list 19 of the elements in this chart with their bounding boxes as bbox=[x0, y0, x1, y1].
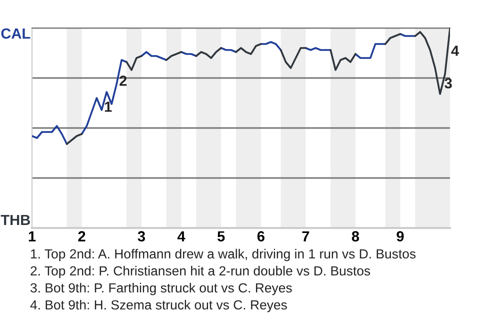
text: CAL bbox=[1, 28, 30, 39]
x-tick-label: 8 bbox=[352, 231, 360, 242]
x-tick-label: 6 bbox=[257, 231, 264, 242]
x-tick-label: 2 bbox=[78, 231, 86, 242]
x-tick-label: 3 bbox=[138, 231, 146, 242]
x-tick-label: 5 bbox=[217, 231, 225, 242]
text: 4 bbox=[451, 46, 459, 56]
text: 2. Top 2nd: P. Christiansen hit a 2-run double vs D. Bustos bbox=[30, 266, 370, 278]
text: 4. Bot 9th: H. Szema struck out vs C. Reyes bbox=[30, 300, 287, 312]
annotation: 2 bbox=[120, 76, 127, 86]
x-tick-label: 1 bbox=[28, 231, 36, 242]
x-tick-label: 9 bbox=[396, 231, 404, 242]
x-tick-label: 7 bbox=[302, 231, 310, 242]
text: THB bbox=[0, 214, 30, 225]
annotation: 1 bbox=[104, 102, 112, 112]
annotation: 3 bbox=[444, 78, 452, 88]
text: 1. Top 2nd: A. Hoffmann drew a walk, driving in 1 run vs D. Bustos bbox=[31, 248, 416, 262]
x-tick-label: 4 bbox=[177, 231, 186, 242]
text: 3. Bot 9th: P. Farthing struck out vs C. Reyes bbox=[30, 282, 292, 296]
